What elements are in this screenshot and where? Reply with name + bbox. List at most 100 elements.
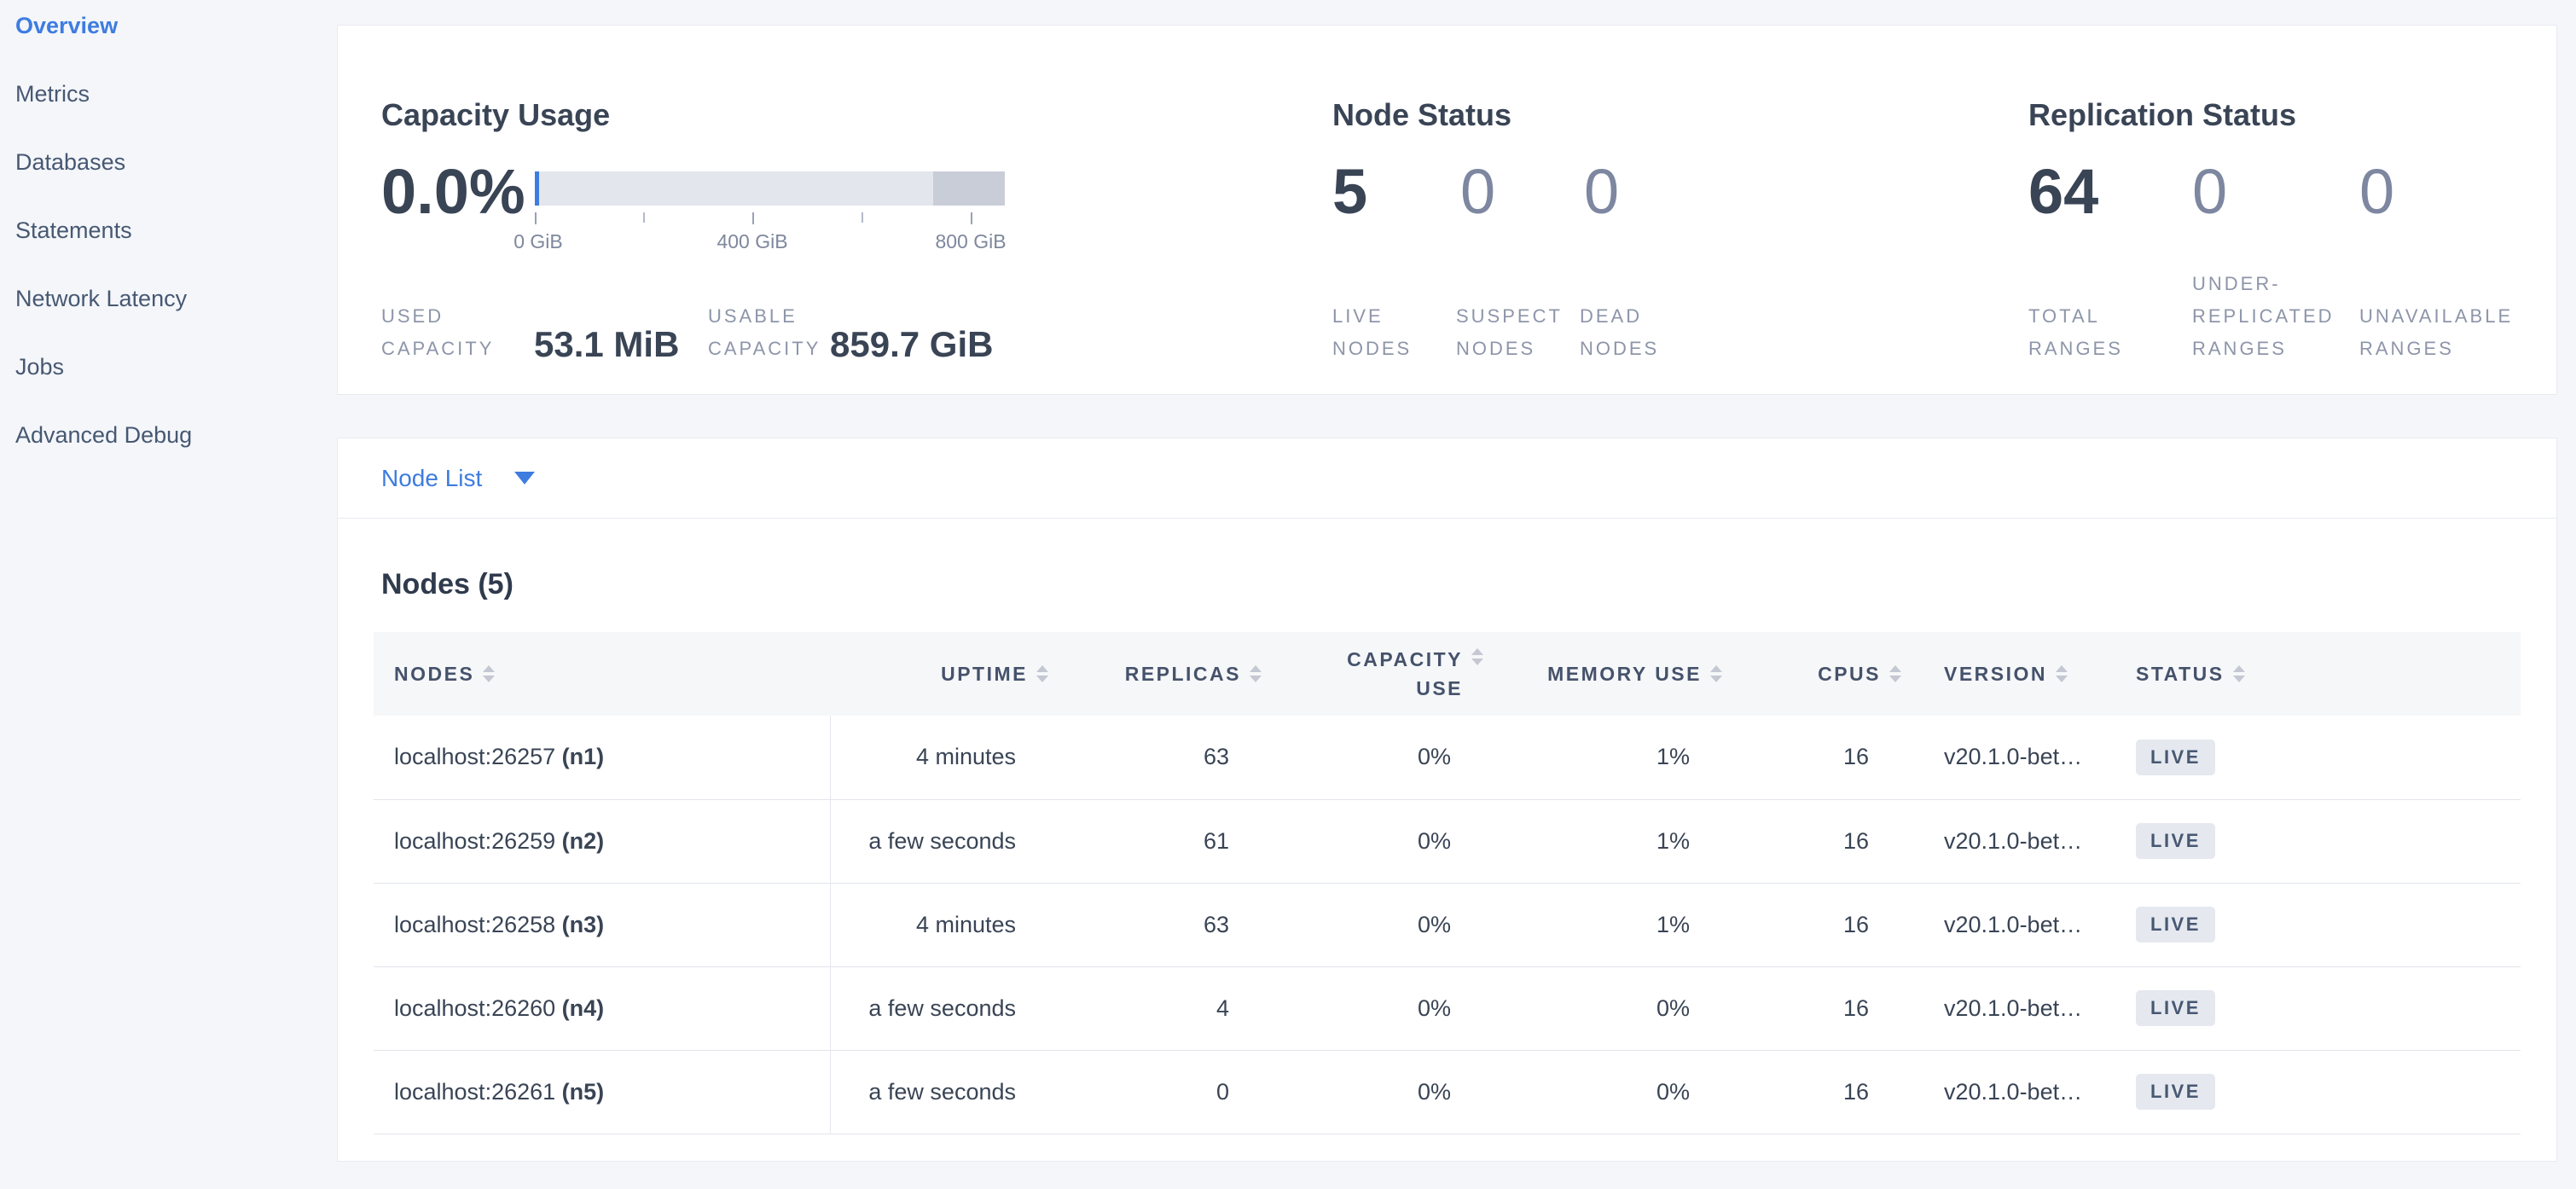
used-capacity-value: 53.1 MiB [534, 324, 680, 364]
version-cell: v20.1.0-bet… [1912, 966, 2108, 1051]
capacity-use-cell: 0% [1272, 799, 1494, 884]
node-id: (n4) [561, 995, 605, 1021]
sidebar-item-databases[interactable]: Databases [15, 148, 126, 175]
capacity-use-cell: 0% [1272, 966, 1494, 1051]
node-address-link[interactable]: localhost:26257 [394, 744, 556, 770]
cpus-cell: 16 [1732, 883, 1912, 967]
total-ranges-label: TOTAL RANGES [2028, 300, 2123, 365]
used-capacity-label: USED CAPACITY [381, 300, 494, 365]
node-list-card: Node List Nodes (5) NODES UPTIME REPLICA… [337, 438, 2557, 1162]
uptime-cell: a few seconds [830, 1050, 1059, 1134]
sidebar-item-network-latency[interactable]: Network Latency [15, 285, 188, 311]
sort-icon[interactable] [1036, 665, 1048, 682]
column-header-status[interactable]: STATUS [2108, 632, 2521, 716]
axis-tick-minor-600 [862, 212, 863, 223]
node-address-link[interactable]: localhost:26260 [394, 995, 556, 1021]
capacity-use-header-label: CAPACITY USE [1347, 648, 1463, 699]
replicas-cell: 4 [1059, 966, 1272, 1051]
sort-icon[interactable] [1710, 665, 1722, 682]
replicas-cell: 63 [1059, 883, 1272, 967]
cpus-cell: 16 [1732, 716, 1912, 800]
status-badge: LIVE [2136, 907, 2215, 942]
node-status-title: Node Status [1332, 97, 1512, 132]
under-replicated-ranges-label: UNDER- REPLICATED RANGES [2192, 268, 2335, 365]
sidebar-item-metrics[interactable]: Metrics [15, 80, 90, 107]
column-header-cpus[interactable]: CPUS [1732, 632, 1912, 716]
sidebar-item-statements[interactable]: Statements [15, 217, 132, 243]
axis-tick-minor-200 [643, 212, 645, 223]
uptime-cell: 4 minutes [830, 883, 1059, 967]
sort-icon[interactable] [2056, 665, 2068, 682]
uptime-cell: a few seconds [830, 799, 1059, 884]
node-address-link[interactable]: localhost:26258 [394, 911, 556, 937]
dead-nodes-label: DEAD NODES [1580, 300, 1659, 365]
axis-tick-0 [535, 212, 537, 224]
capacity-usage-bar [535, 171, 1005, 206]
node-list-dropdown[interactable]: Node List [338, 438, 2556, 519]
usable-label-line1: USABLE [708, 305, 798, 327]
replicas-cell: 61 [1059, 799, 1272, 884]
node-address-link[interactable]: localhost:26259 [394, 827, 556, 854]
memory-use-header-label: MEMORY USE [1547, 662, 1702, 685]
live-label-line2: NODES [1332, 338, 1413, 359]
sort-icon[interactable] [483, 665, 496, 682]
memory-use-cell: 0% [1494, 1050, 1732, 1134]
uptime-header-label: UPTIME [941, 662, 1028, 685]
unavailable-ranges-label: UNAVAILABLE RANGES [2359, 300, 2513, 365]
suspect-label-line2: NODES [1456, 338, 1536, 359]
under-replicated-label-line1: REPLICATED [2192, 305, 2335, 327]
cpus-cell: 16 [1732, 1050, 1912, 1134]
sort-icon[interactable] [1250, 665, 1262, 682]
status-badge: LIVE [2136, 1074, 2215, 1110]
status-header-label: STATUS [2136, 662, 2225, 685]
chevron-down-icon [514, 472, 536, 484]
capacity-use-cell: 0% [1272, 1050, 1494, 1134]
version-cell: v20.1.0-bet… [1912, 883, 2108, 967]
replicas-cell: 0 [1059, 1050, 1272, 1134]
dead-label-line2: NODES [1580, 338, 1660, 359]
node-id: (n5) [561, 1078, 605, 1105]
nodes-header-label: NODES [394, 662, 475, 685]
column-header-uptime[interactable]: UPTIME [830, 632, 1059, 716]
capacity-use-cell: 0% [1272, 883, 1494, 967]
status-badge: LIVE [2136, 823, 2215, 859]
version-cell: v20.1.0-bet… [1912, 716, 2108, 800]
column-header-nodes[interactable]: NODES [374, 632, 830, 716]
axis-label-0gib: 0 GiB [513, 230, 563, 252]
sidebar: Overview Metrics Databases Statements Ne… [0, 0, 337, 469]
live-nodes-count: 5 [1332, 156, 1368, 227]
replicas-header-label: REPLICAS [1124, 662, 1241, 685]
node-id: (n2) [561, 827, 605, 854]
sidebar-item-overview[interactable]: Overview [15, 12, 119, 38]
column-header-replicas[interactable]: REPLICAS [1059, 632, 1272, 716]
capacity-bar-used-segment [535, 171, 539, 206]
sidebar-item-jobs[interactable]: Jobs [15, 353, 65, 380]
column-header-version[interactable]: VERSION [1912, 632, 2108, 716]
axis-tick-800 [971, 212, 972, 224]
node-list-dropdown-label: Node List [381, 464, 483, 491]
table-header-row: NODES UPTIME REPLICAS CAPACITY USE MEMOR… [374, 632, 2521, 716]
suspect-label-line1: SUSPECT [1456, 305, 1563, 327]
capacity-use-cell: 0% [1272, 716, 1494, 800]
sort-icon[interactable] [1889, 665, 1901, 682]
node-id: (n1) [561, 744, 605, 770]
table-row: localhost:26257 (n1) 4 minutes 63 0% 1% … [374, 716, 2521, 800]
version-header-label: VERSION [1944, 662, 2048, 685]
usable-capacity-label: USABLE CAPACITY [708, 300, 821, 365]
node-address-link[interactable]: localhost:26261 [394, 1078, 556, 1105]
column-header-capacity-use[interactable]: CAPACITY USE [1272, 632, 1494, 716]
version-cell: v20.1.0-bet… [1912, 799, 2108, 884]
sidebar-item-advanced-debug[interactable]: Advanced Debug [15, 421, 193, 448]
live-label-line1: LIVE [1332, 305, 1384, 327]
total-label-line2: RANGES [2028, 338, 2123, 359]
total-ranges-count: 64 [2028, 156, 2099, 227]
column-header-memory-use[interactable]: MEMORY USE [1494, 632, 1732, 716]
under-replicated-label-line0: UNDER- [2192, 273, 2281, 294]
suspect-nodes-count: 0 [1460, 156, 1496, 227]
sort-icon[interactable] [2232, 665, 2245, 682]
table-row: localhost:26261 (n5) a few seconds 0 0% … [374, 1050, 2521, 1134]
table-row: localhost:26260 (n4) a few seconds 4 0% … [374, 966, 2521, 1051]
memory-use-cell: 0% [1494, 966, 1732, 1051]
used-label-line2: CAPACITY [381, 338, 495, 359]
sort-icon[interactable] [1471, 648, 1483, 665]
